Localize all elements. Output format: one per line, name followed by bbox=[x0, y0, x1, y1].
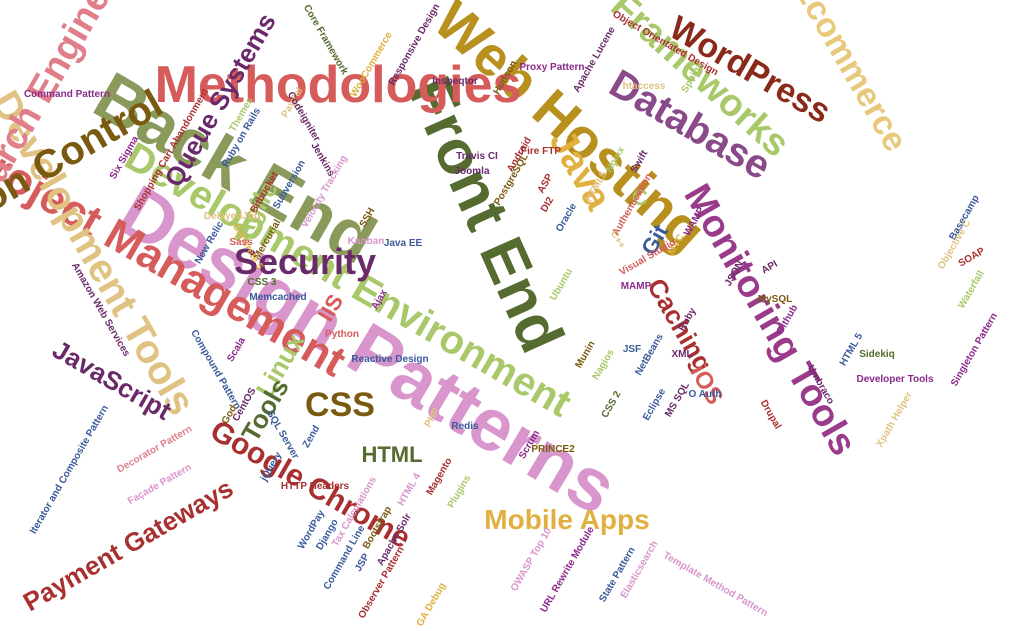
word-mysql: MySQL bbox=[757, 294, 793, 305]
word-magento: Magento bbox=[424, 456, 455, 498]
word-sidekiq: Sidekiq bbox=[859, 349, 895, 360]
word-joomla: Joomla bbox=[454, 166, 490, 177]
word-methodologies: Methodologies bbox=[154, 56, 522, 114]
word-html: HTML bbox=[361, 442, 423, 467]
word-xpath-helper: Xpath Helper bbox=[874, 390, 915, 450]
word-soap: SOAP bbox=[956, 245, 987, 270]
word-nagios: Nagios bbox=[590, 347, 617, 382]
word-mamp: MAMP bbox=[620, 281, 652, 292]
word-owasp-top-10: OWASP Top 10 bbox=[508, 526, 555, 594]
word-jsp: JSP bbox=[353, 551, 373, 574]
word-ms-sql: MS SQL bbox=[663, 380, 692, 420]
word-cpp: C++ bbox=[607, 228, 627, 251]
word-inspeqtor: Inspeqtor bbox=[432, 76, 478, 87]
word-redis: Redis bbox=[451, 421, 479, 432]
word-asp: ASP bbox=[535, 172, 556, 196]
word-htaccess: htaccess bbox=[622, 81, 666, 92]
word-api: API bbox=[759, 258, 780, 277]
word-munin: Munin bbox=[573, 339, 598, 371]
word-zend: Zend bbox=[300, 423, 323, 450]
word-o-auth: O Auth bbox=[688, 389, 722, 400]
word-command-pattern: Command Pattern bbox=[23, 89, 111, 100]
word-css: CSS bbox=[305, 386, 375, 424]
word-travis-ci: Travis CI bbox=[456, 151, 498, 162]
word-css-3: CSS 3 bbox=[247, 277, 277, 288]
word-ga-debug: GA Debug bbox=[414, 580, 449, 629]
word-memcached: Memcached bbox=[249, 292, 307, 303]
word-eclipse: Eclipse bbox=[641, 386, 669, 423]
word-fire-ftp: Fire FTP bbox=[520, 146, 562, 157]
word-c: C bbox=[632, 185, 648, 210]
word-plugins: Plugins bbox=[445, 473, 474, 511]
word-css-2: CSS 2 bbox=[599, 389, 624, 421]
word-xml: XML bbox=[671, 349, 693, 360]
word-scala: Scala bbox=[225, 335, 248, 364]
word-delayedjob: DelayedJob bbox=[203, 211, 261, 222]
word-drupal: Drupal bbox=[757, 398, 784, 432]
word-sass: Sass bbox=[229, 237, 253, 248]
word-prince2: PRINCE2 bbox=[531, 444, 575, 455]
word-waterfall: Waterfall bbox=[956, 268, 987, 311]
word-security: Security bbox=[233, 241, 377, 282]
word-jsf: JSF bbox=[622, 344, 642, 355]
word-ecommerce: Ecommerce bbox=[785, 0, 915, 158]
word-iterator-composite-pattern: Iterator and Composite Pattern bbox=[28, 403, 112, 537]
word-developer-tools: Developer Tools bbox=[856, 374, 934, 385]
word-reactive-design: Reactive Design bbox=[351, 354, 429, 365]
word-http-headers: HTTP Headers bbox=[280, 481, 350, 492]
word-html-4: HTML 4 bbox=[395, 471, 424, 509]
word-template-method-pattern: Template Method Pattern bbox=[661, 550, 770, 620]
word-di2: DI2 bbox=[538, 195, 557, 215]
word-netbeans: NetBeans bbox=[633, 332, 666, 378]
word-oracle: Oracle bbox=[554, 201, 580, 234]
word-kanban: Kanban bbox=[347, 236, 385, 247]
word-java-ee: Java EE bbox=[383, 238, 423, 249]
word-mobile-apps: Mobile Apps bbox=[484, 504, 650, 535]
word-proxy-pattern: Proxy Pattern bbox=[519, 62, 585, 73]
word-python: Python bbox=[325, 329, 359, 340]
word-singleton-pattern: Singleton Pattern bbox=[949, 311, 1001, 389]
